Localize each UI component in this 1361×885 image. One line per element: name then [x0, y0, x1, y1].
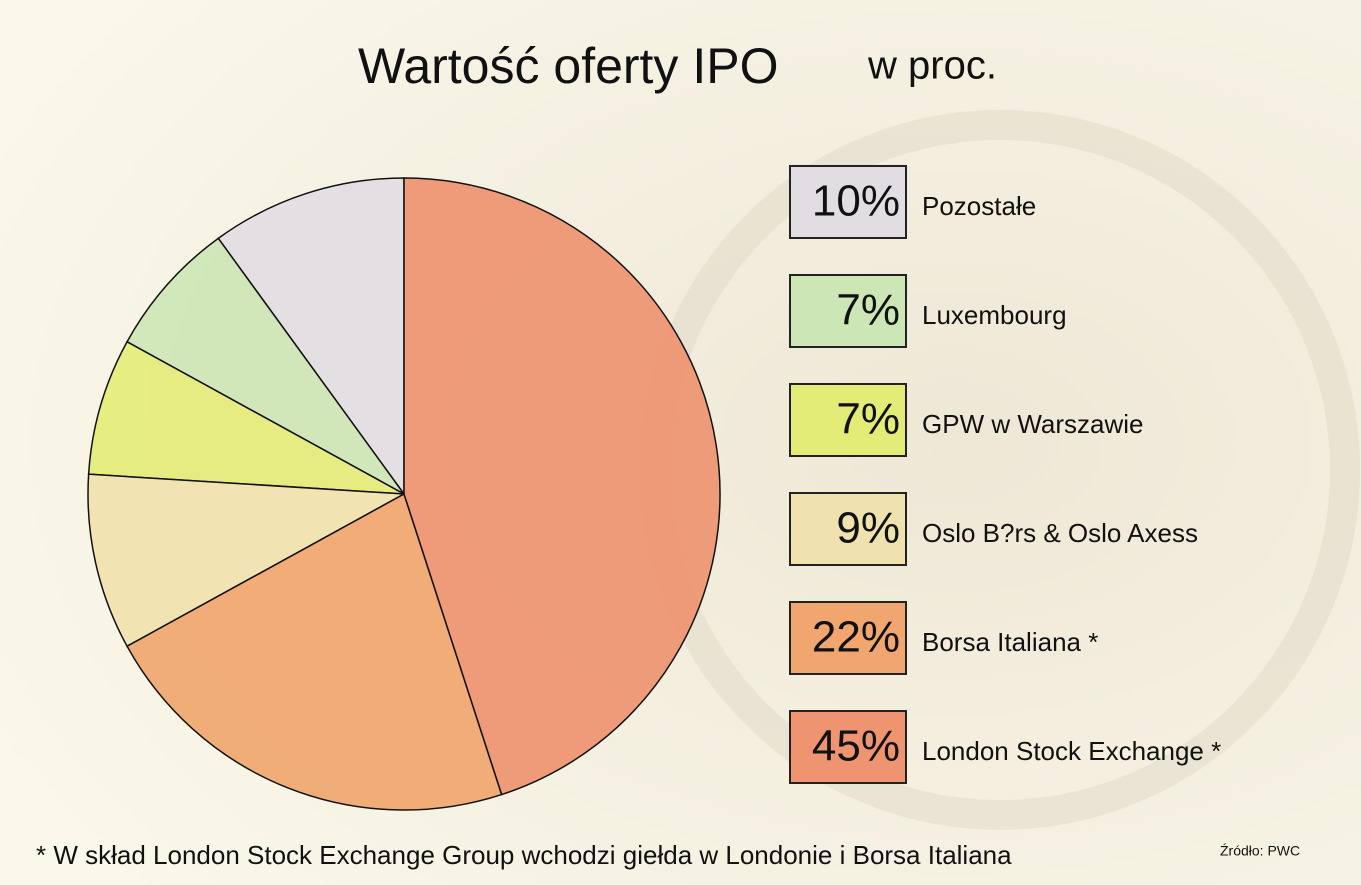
value-label: 10%	[812, 177, 900, 226]
legend-label: Pozostałe	[922, 191, 1036, 221]
chart-title: Wartość oferty IPO	[358, 38, 778, 94]
value-label: 7%	[836, 395, 900, 444]
pie-slice	[403, 177, 721, 796]
pie-slice	[87, 340, 405, 495]
pie-slice	[87, 473, 407, 648]
legend-swatch	[789, 165, 907, 239]
value-label: 7%	[836, 286, 900, 335]
legend-label: Oslo B?rs & Oslo Axess	[922, 518, 1198, 548]
pie-slice	[126, 492, 503, 811]
source: Źródło: PWC	[1220, 843, 1300, 859]
legend-label: Luxembourg	[922, 300, 1067, 330]
legend-swatch	[789, 383, 907, 457]
value-label: 22%	[812, 613, 900, 662]
legend-swatch	[789, 492, 907, 566]
legend-swatch	[789, 601, 907, 675]
legend-swatch	[789, 274, 907, 348]
legend-swatch	[789, 710, 907, 784]
footnote: * W skład London Stock Exchange Group wc…	[36, 840, 1012, 870]
pie-slice	[217, 177, 405, 497]
value-label: 9%	[836, 504, 900, 553]
value-label: 45%	[812, 722, 900, 771]
legend-label: Borsa Italiana *	[922, 627, 1098, 657]
chart-subtitle: w proc.	[867, 44, 997, 88]
legend-label: GPW w Warszawie	[922, 409, 1144, 439]
legend-label: London Stock Exchange *	[922, 736, 1221, 766]
pie-slice	[126, 237, 405, 495]
